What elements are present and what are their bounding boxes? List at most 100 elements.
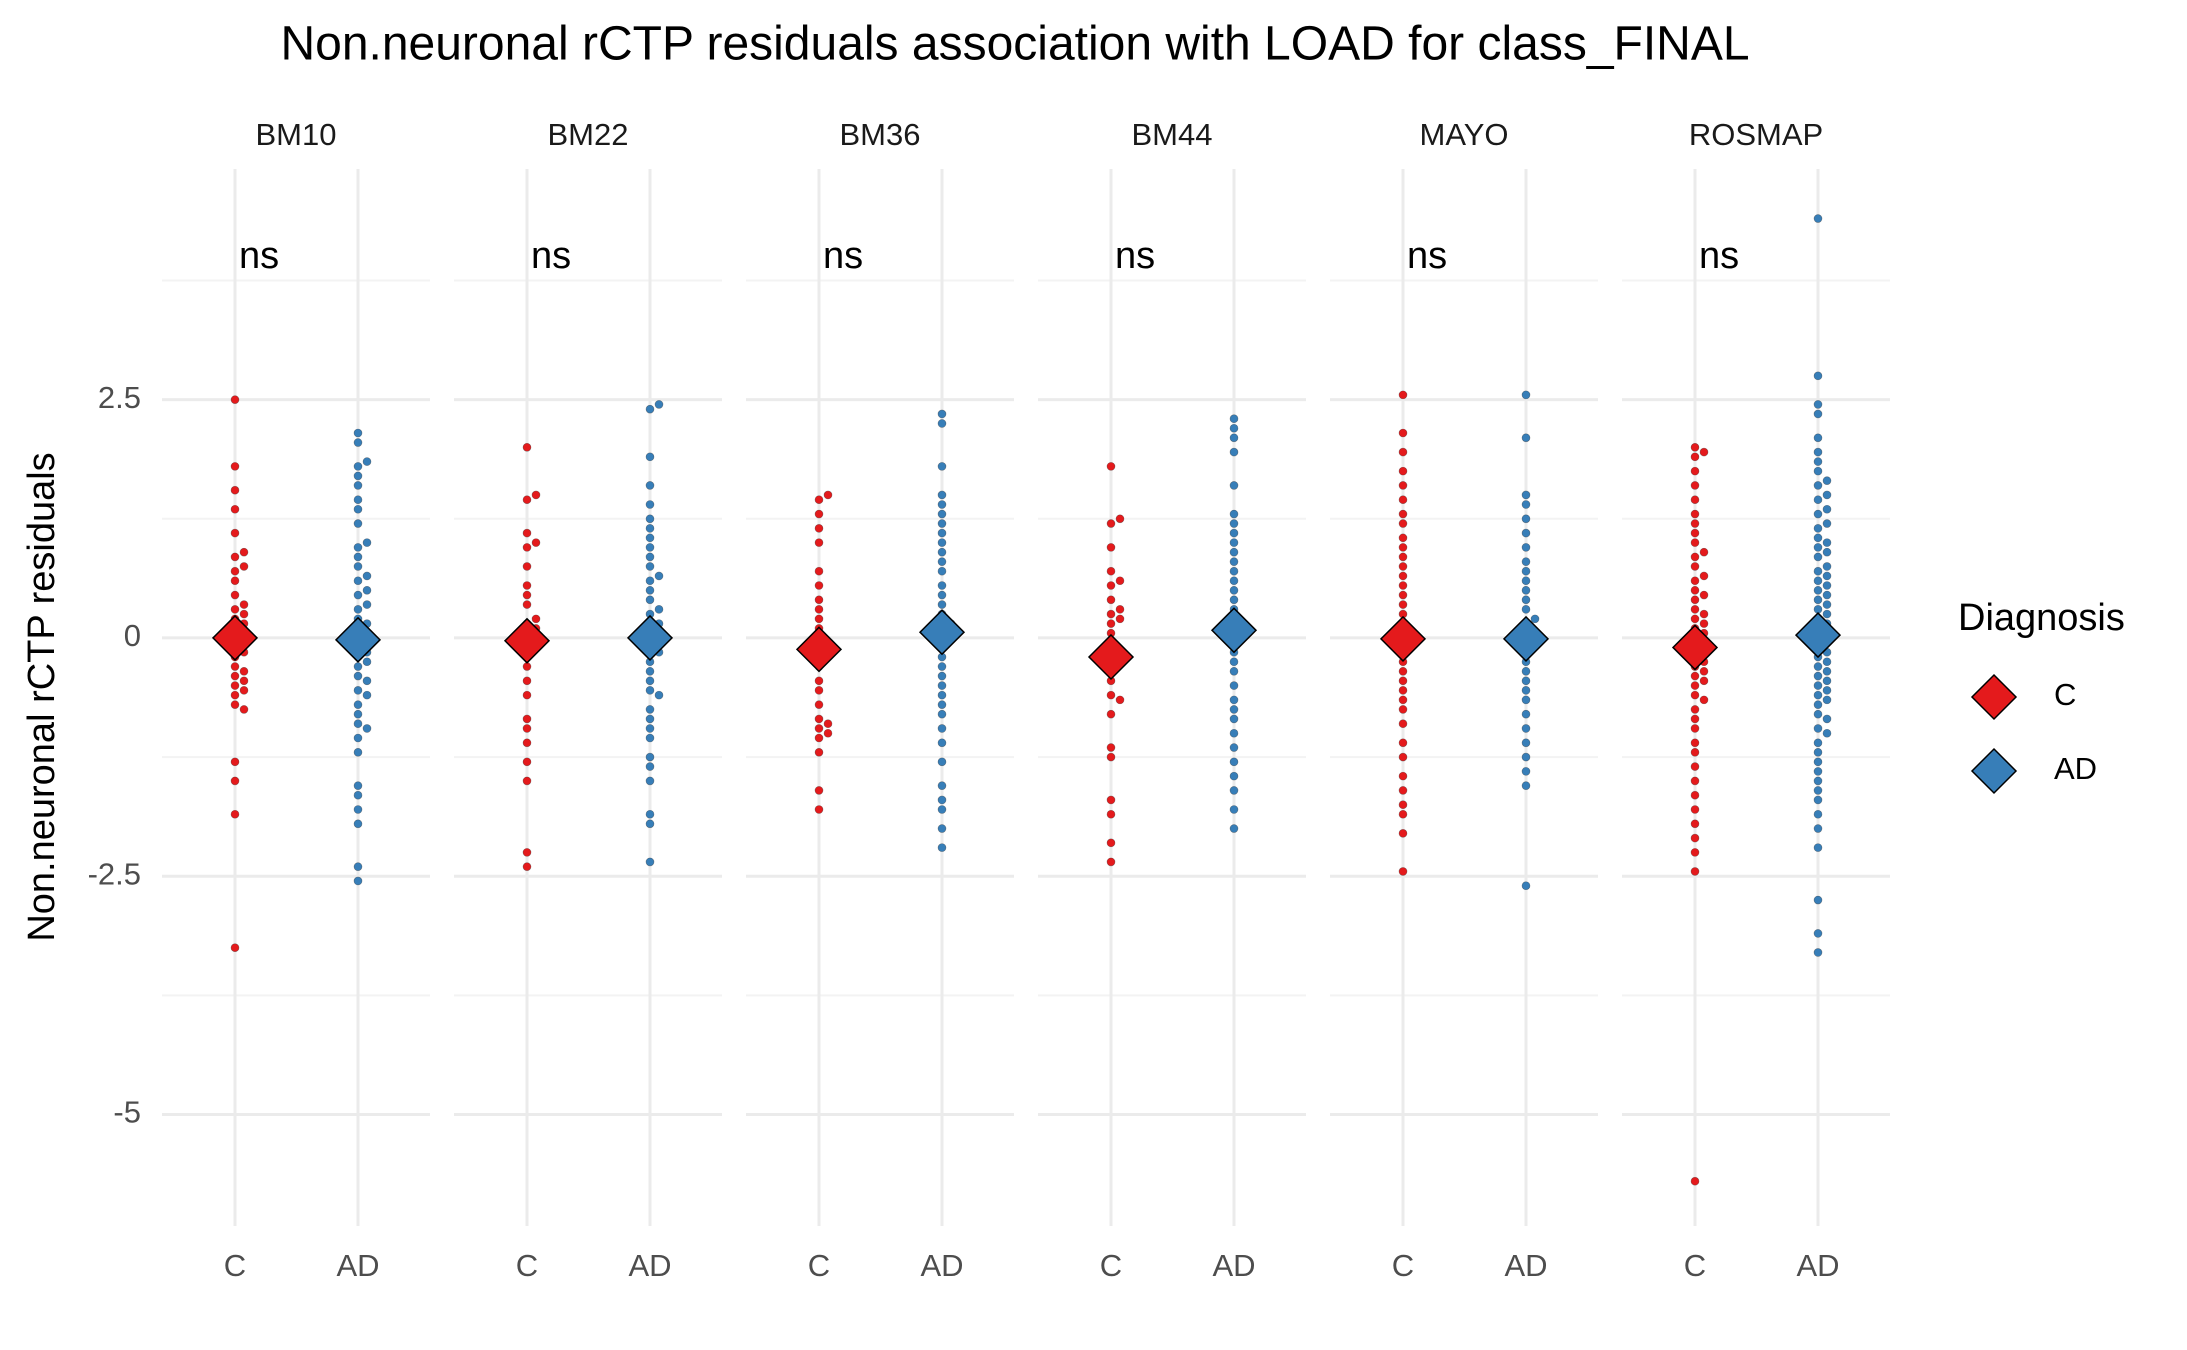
data-point bbox=[1521, 695, 1531, 705]
data-point bbox=[1690, 443, 1700, 452]
y-tick-label: 2.5 bbox=[98, 380, 141, 415]
data-point bbox=[1699, 447, 1709, 457]
data-point bbox=[230, 528, 240, 538]
data-point bbox=[1229, 695, 1239, 705]
data-point bbox=[362, 600, 372, 609]
data-point bbox=[937, 805, 947, 814]
data-point bbox=[1229, 566, 1239, 576]
data-point bbox=[1822, 676, 1832, 686]
data-point bbox=[1690, 495, 1700, 505]
data-point bbox=[1813, 662, 1823, 671]
x-tick-label: AD bbox=[1796, 1248, 1839, 1283]
data-point bbox=[1229, 824, 1239, 833]
data-point bbox=[1813, 466, 1823, 476]
data-point bbox=[937, 738, 947, 748]
data-point bbox=[1813, 524, 1823, 533]
x-tick-label: C bbox=[224, 1248, 246, 1283]
legend-title: Diagnosis bbox=[1958, 597, 2125, 639]
data-point bbox=[1398, 390, 1408, 400]
data-point bbox=[1398, 533, 1408, 543]
data-point bbox=[353, 781, 363, 790]
data-point bbox=[1822, 686, 1832, 695]
chart-title: Non.neuronal rCTP residuals association … bbox=[280, 18, 1749, 71]
data-point bbox=[823, 728, 833, 738]
facet-label: ROSMAP bbox=[1689, 117, 1823, 152]
data-point bbox=[353, 790, 363, 800]
data-point bbox=[1115, 614, 1125, 624]
data-point bbox=[230, 566, 240, 576]
data-point bbox=[937, 538, 947, 547]
data-point bbox=[1822, 519, 1832, 528]
data-point bbox=[1229, 538, 1239, 547]
data-point bbox=[937, 757, 947, 767]
data-point bbox=[1822, 600, 1832, 609]
data-point bbox=[230, 662, 240, 671]
data-point bbox=[1398, 771, 1408, 781]
data-point bbox=[1398, 695, 1408, 705]
data-point bbox=[814, 538, 824, 547]
data-point bbox=[522, 543, 532, 552]
x-tick-label: C bbox=[1392, 1248, 1414, 1283]
data-point bbox=[239, 609, 249, 619]
data-point bbox=[362, 457, 372, 466]
data-point bbox=[1822, 562, 1832, 571]
data-point bbox=[1813, 738, 1823, 748]
data-point bbox=[1521, 605, 1531, 614]
data-point bbox=[1229, 705, 1239, 714]
data-point bbox=[814, 676, 824, 686]
data-point bbox=[814, 595, 824, 605]
data-point bbox=[353, 576, 363, 586]
data-point bbox=[937, 843, 947, 852]
data-point bbox=[1106, 566, 1116, 576]
data-point bbox=[1813, 843, 1823, 852]
data-point bbox=[1690, 562, 1700, 571]
data-point bbox=[1813, 824, 1823, 833]
data-point bbox=[1106, 543, 1116, 552]
data-point bbox=[1813, 566, 1823, 576]
data-point bbox=[1229, 728, 1239, 738]
data-point bbox=[1398, 738, 1408, 748]
x-tick-label: C bbox=[808, 1248, 830, 1283]
data-point bbox=[823, 490, 833, 500]
data-point bbox=[1229, 547, 1239, 557]
data-point bbox=[1521, 881, 1531, 891]
data-point bbox=[1813, 700, 1823, 709]
data-point bbox=[1690, 748, 1700, 757]
data-point bbox=[1813, 371, 1823, 381]
y-tick-label: -2.5 bbox=[88, 856, 141, 891]
data-point bbox=[1813, 543, 1823, 552]
data-point bbox=[1398, 562, 1408, 571]
data-point bbox=[522, 600, 532, 609]
data-point bbox=[522, 495, 532, 505]
data-point bbox=[230, 590, 240, 600]
data-point bbox=[239, 547, 249, 557]
data-point bbox=[1690, 848, 1700, 857]
data-point bbox=[1229, 681, 1239, 690]
data-point bbox=[1822, 609, 1832, 619]
data-point bbox=[353, 504, 363, 514]
data-point bbox=[1822, 581, 1832, 590]
data-point bbox=[1822, 547, 1832, 557]
data-point bbox=[1699, 666, 1709, 676]
data-point bbox=[645, 733, 655, 743]
data-point bbox=[1699, 609, 1709, 619]
data-point bbox=[1106, 581, 1116, 590]
data-point bbox=[1813, 776, 1823, 786]
data-point bbox=[1398, 800, 1408, 810]
data-point bbox=[937, 709, 947, 719]
data-point bbox=[522, 714, 532, 724]
data-point bbox=[645, 585, 655, 595]
data-point bbox=[645, 452, 655, 462]
data-point bbox=[1115, 514, 1125, 524]
data-point bbox=[1690, 805, 1700, 814]
data-point bbox=[1398, 705, 1408, 714]
data-point bbox=[522, 690, 532, 700]
data-point bbox=[814, 733, 824, 743]
data-point bbox=[1398, 571, 1408, 581]
data-point bbox=[1229, 743, 1239, 752]
data-point bbox=[1106, 752, 1116, 762]
data-point bbox=[814, 566, 824, 576]
data-point bbox=[937, 409, 947, 419]
data-point bbox=[353, 876, 363, 886]
data-point bbox=[362, 585, 372, 595]
